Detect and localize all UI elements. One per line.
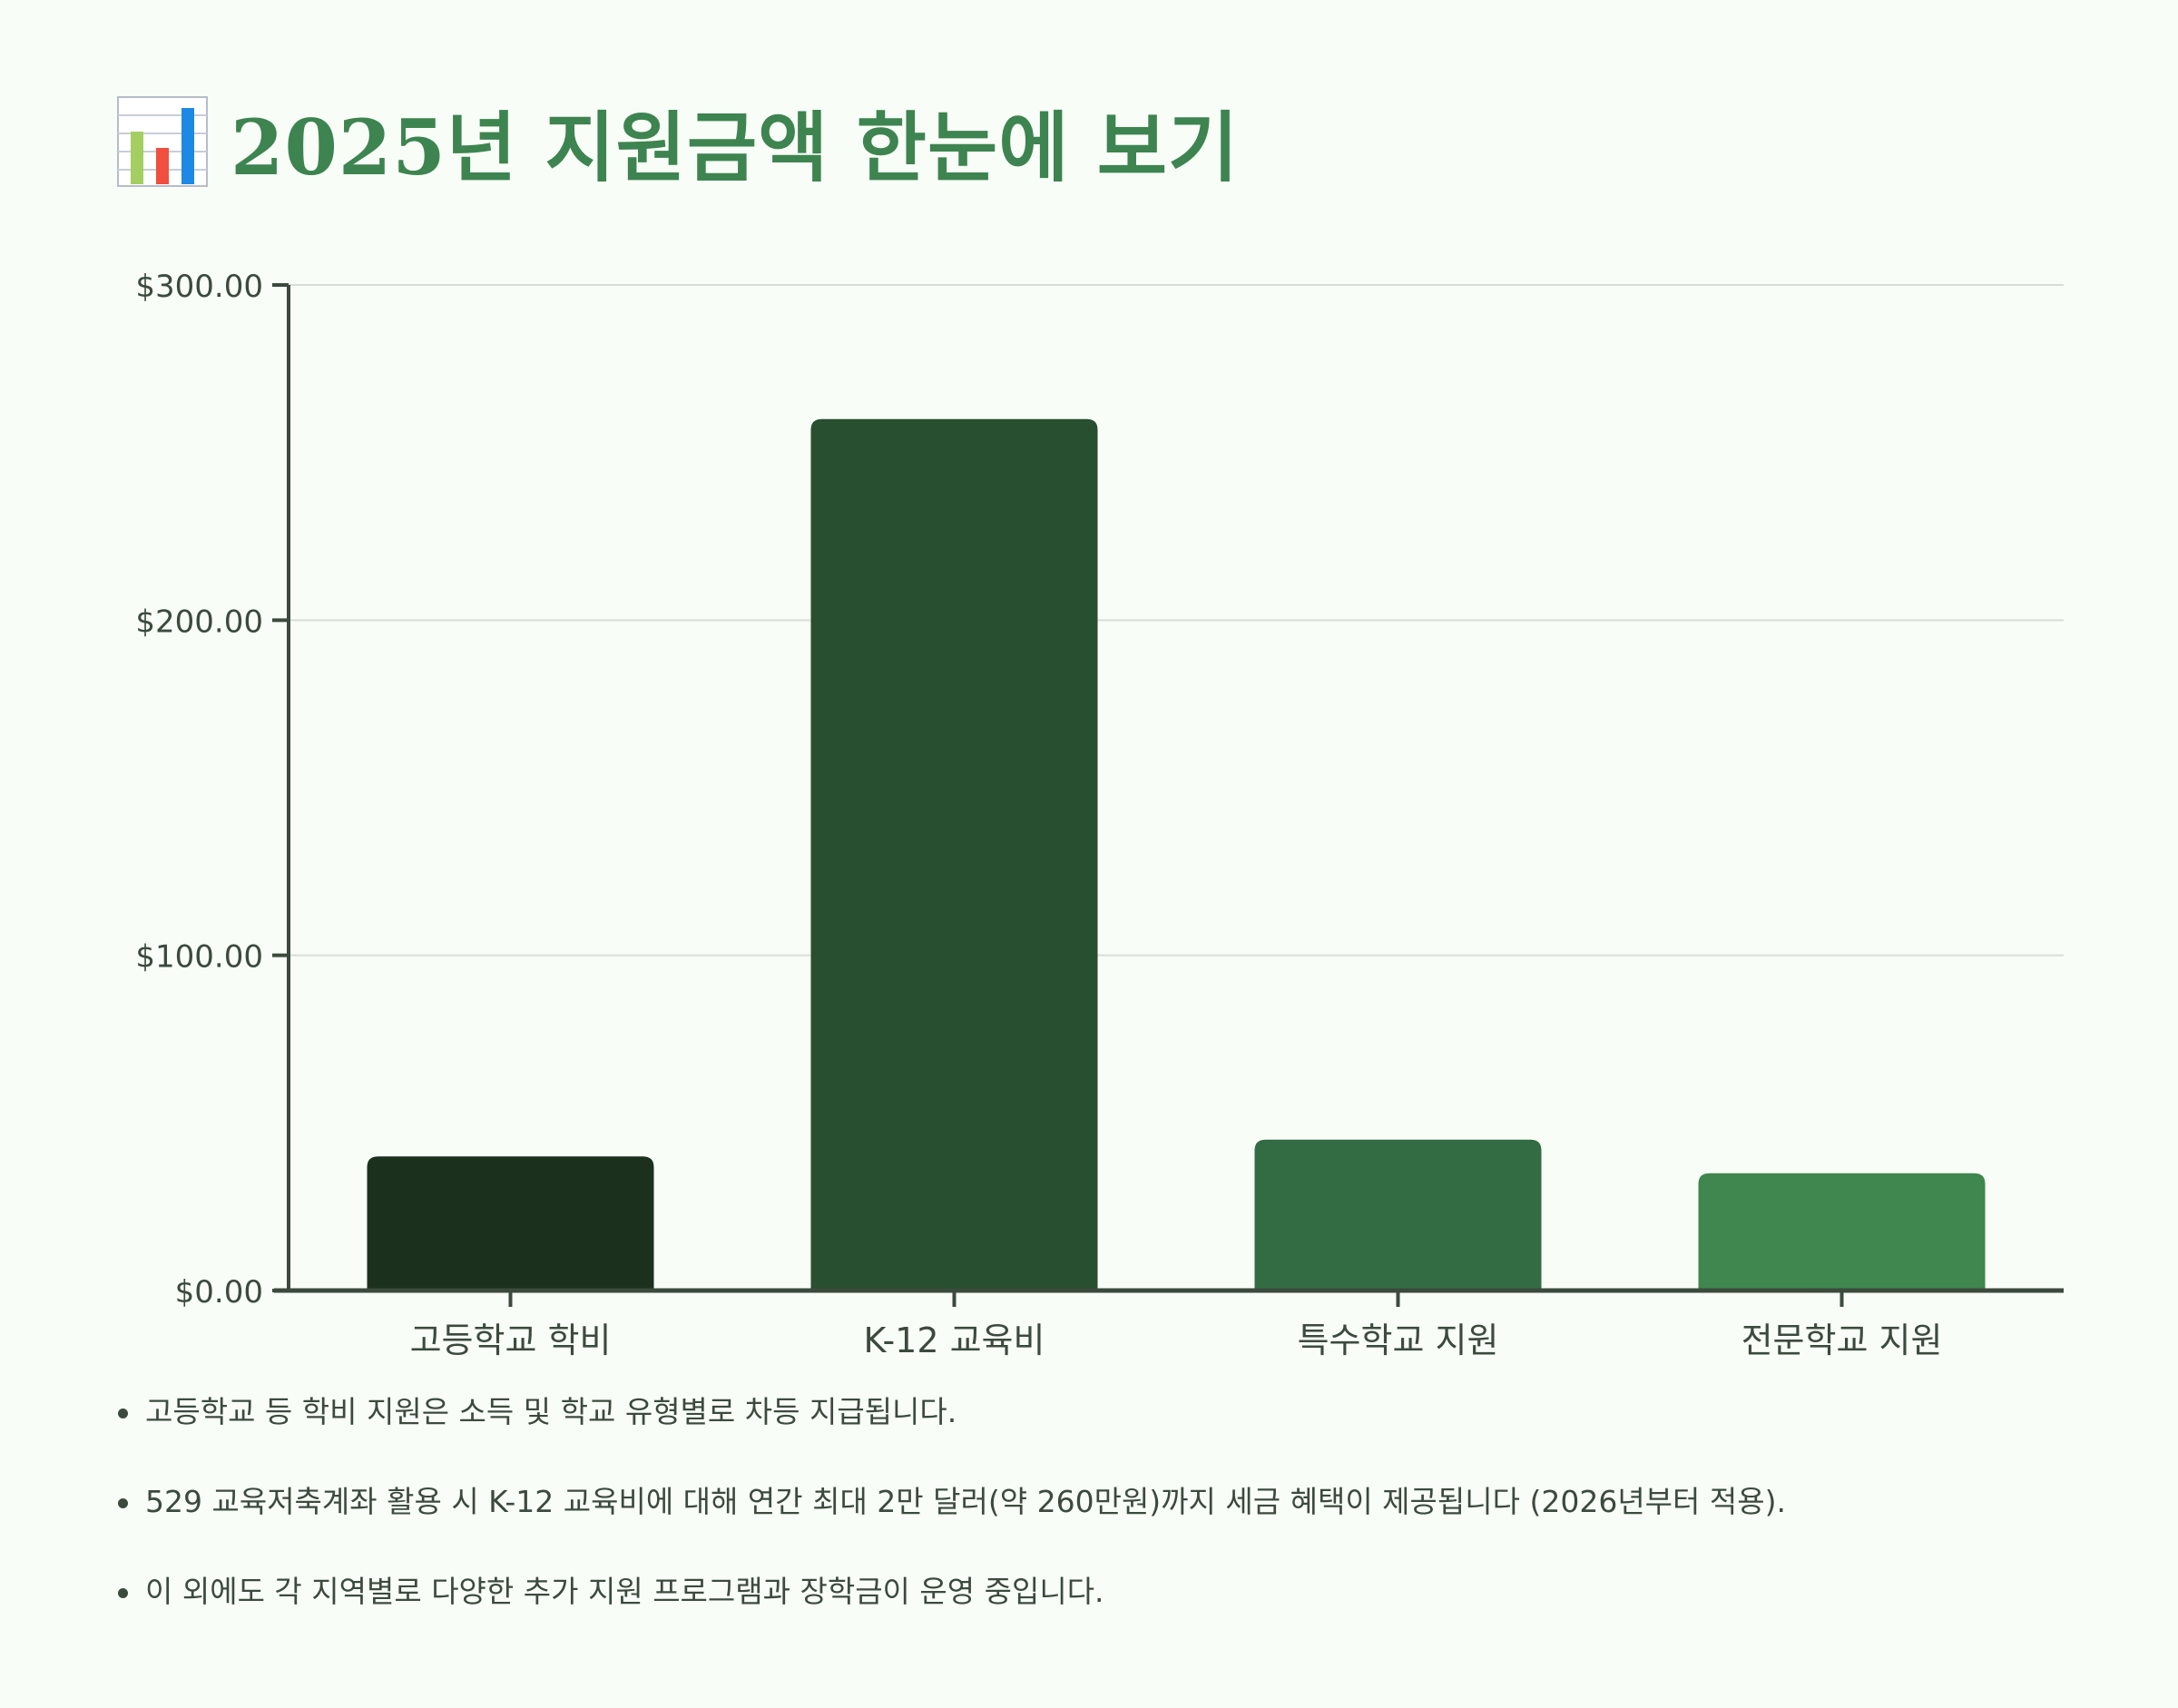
note-text: 고등학교 등 학비 지원은 소득 및 학교 유형별로 차등 지급됩니다.	[145, 1394, 957, 1429]
y-tick-label: $100.00	[135, 939, 263, 976]
page-title: 2025년 지원금액 한눈에 보기	[231, 102, 1240, 192]
bar-chart-icon	[117, 96, 208, 187]
bullet-dot	[118, 1588, 128, 1598]
note-item: 고등학교 등 학비 지원은 소득 및 학교 유형별로 차등 지급됩니다.	[116, 1387, 2067, 1477]
x-tick-label: K-12 교육비	[864, 1320, 1045, 1360]
title-row: 2025년 지원금액 한눈에 보기	[116, 87, 1239, 196]
bar	[1254, 1139, 1542, 1291]
x-tick-label: 특수학교 지원	[1298, 1320, 1499, 1360]
bullet-dot	[118, 1498, 128, 1508]
bar	[367, 1156, 654, 1291]
bullet-dot	[118, 1409, 128, 1418]
note-text: 529 교육저축계좌 활용 시 K-12 교육비에 대해 연간 최대 2만 달러…	[145, 1484, 1786, 1519]
bar	[1698, 1173, 1986, 1291]
y-tick-label: $0.00	[175, 1274, 263, 1310]
notes-list: 고등학교 등 학비 지원은 소득 및 학교 유형별로 차등 지급됩니다. 529…	[116, 1387, 2067, 1656]
note-text: 이 외에도 각 지역별로 다양한 추가 지원 프로그램과 장학금이 운영 중입니…	[145, 1574, 1104, 1609]
note-item: 이 외에도 각 지역별로 다양한 추가 지원 프로그램과 장학금이 운영 중입니…	[116, 1566, 2067, 1656]
y-tick-label: $200.00	[135, 604, 263, 640]
y-tick-label: $300.00	[135, 269, 263, 305]
x-tick-label: 고등학교 학비	[410, 1320, 612, 1360]
note-item: 529 교육저축계좌 활용 시 K-12 교육비에 대해 연간 최대 2만 달러…	[116, 1477, 2067, 1566]
x-tick-label: 전문학교 지원	[1741, 1320, 1943, 1360]
bar	[810, 418, 1098, 1291]
